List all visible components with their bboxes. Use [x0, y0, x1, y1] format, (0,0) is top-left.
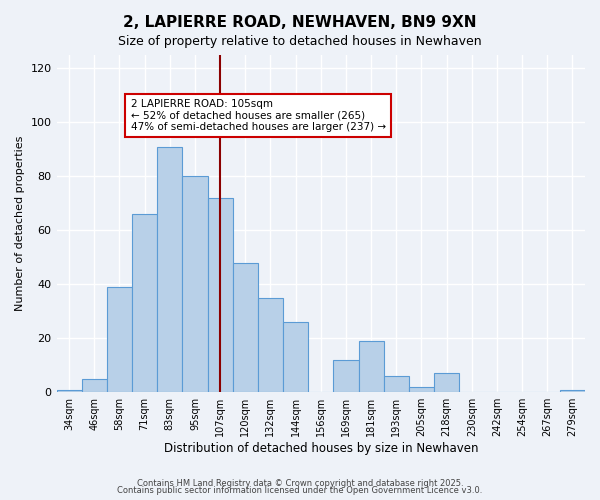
Bar: [82, 378, 107, 392]
Text: 2, LAPIERRE ROAD, NEWHAVEN, BN9 9XN: 2, LAPIERRE ROAD, NEWHAVEN, BN9 9XN: [123, 15, 477, 30]
Text: Size of property relative to detached houses in Newhaven: Size of property relative to detached ho…: [118, 35, 482, 48]
Bar: [383, 376, 409, 392]
Bar: [434, 374, 459, 392]
Bar: [334, 360, 359, 392]
X-axis label: Distribution of detached houses by size in Newhaven: Distribution of detached houses by size …: [164, 442, 478, 455]
Bar: [157, 146, 182, 392]
Y-axis label: Number of detached properties: Number of detached properties: [15, 136, 25, 312]
Bar: [132, 214, 157, 392]
Bar: [107, 287, 132, 392]
Text: Contains HM Land Registry data © Crown copyright and database right 2025.: Contains HM Land Registry data © Crown c…: [137, 478, 463, 488]
Text: 2 LAPIERRE ROAD: 105sqm
← 52% of detached houses are smaller (265)
47% of semi-d: 2 LAPIERRE ROAD: 105sqm ← 52% of detache…: [131, 99, 386, 132]
Bar: [182, 176, 208, 392]
Bar: [359, 341, 383, 392]
Bar: [208, 198, 233, 392]
Bar: [56, 390, 82, 392]
Text: Contains public sector information licensed under the Open Government Licence v3: Contains public sector information licen…: [118, 486, 482, 495]
Bar: [560, 390, 585, 392]
Bar: [283, 322, 308, 392]
Bar: [258, 298, 283, 392]
Bar: [233, 262, 258, 392]
Bar: [409, 387, 434, 392]
